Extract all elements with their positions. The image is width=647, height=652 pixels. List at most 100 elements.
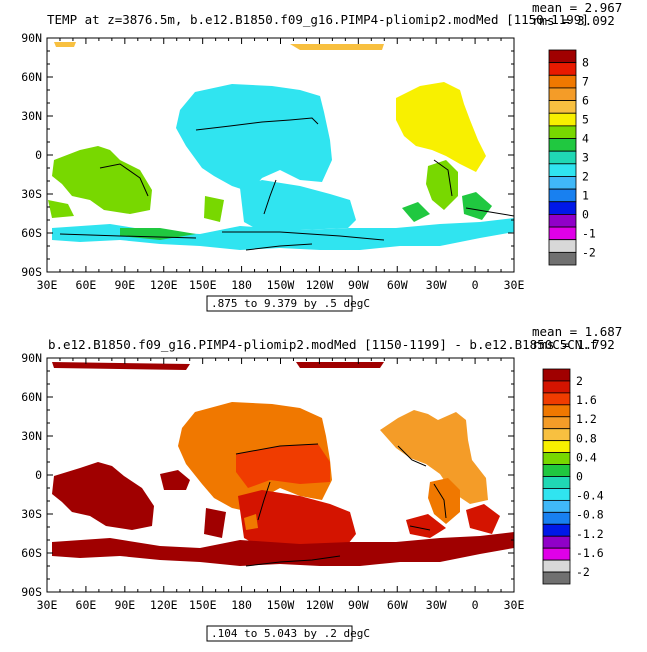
p1-south-atlantic-3 (402, 202, 430, 222)
p1-south-atlantic-2 (462, 192, 492, 220)
colorbar-label: -0.8 (576, 508, 604, 522)
colorbar-swatch (542, 571, 571, 585)
panel2-colorbar: 2 1.6 1.2 0.8 0.4 0 -0.4 -0.8 -1.2 -1.6 -2 (542, 368, 604, 585)
p1-region-south-pacific (240, 180, 356, 232)
colorbar-label: -2 (582, 245, 596, 259)
x-tick-label: 90W (348, 598, 369, 612)
p2-arctic-2 (296, 362, 384, 368)
colorbar-label: 0 (582, 207, 589, 221)
p2-contour-1 (235, 443, 319, 455)
colorbar-swatch (548, 49, 577, 64)
colorbar-swatch (542, 440, 571, 454)
p2-region-southern-ocean (52, 532, 514, 566)
colorbar-label: 7 (582, 75, 589, 89)
colorbar-label: 3 (582, 151, 589, 165)
p2-indian-3 (204, 508, 226, 538)
p1-contour-2 (99, 163, 149, 197)
panel-difference: b.e12.B1850.f09_g16.PIMP4-pliomip2.modMe… (21, 324, 622, 642)
p1-region-indian (52, 146, 152, 214)
y-tick-label: 30S (21, 507, 42, 521)
panel1-title: TEMP at z=3876.5m, b.e12.B1850.f09_g16.P… (47, 12, 589, 27)
x-tick-label: 180 (231, 598, 252, 612)
x-tick-label: 150W (267, 278, 295, 292)
panel1-range: .875 to 9.379 by .5 degC (211, 297, 370, 310)
panel2-map (52, 362, 514, 567)
colorbar-label: 6 (582, 94, 589, 108)
colorbar-label: 0.4 (576, 450, 597, 464)
p2-region-indian (52, 462, 154, 530)
y-tick-label: 60N (21, 70, 42, 84)
p2-south-pacific-orange (244, 514, 258, 530)
p1-contour-5 (59, 233, 197, 239)
y-tick-label: 90S (21, 265, 42, 279)
y-tick-label: 0 (35, 148, 42, 162)
colorbar-swatch (542, 380, 571, 394)
x-tick-label: 0 (472, 598, 479, 612)
colorbar-swatch (542, 547, 571, 561)
y-tick-label: 0 (35, 468, 42, 482)
colorbar-swatch (548, 201, 577, 215)
colorbar-swatch (548, 62, 577, 76)
x-tick-label: 30E (504, 278, 525, 292)
colorbar-swatch (542, 464, 571, 477)
p2-indian-2 (160, 470, 190, 490)
colorbar-swatch (542, 404, 571, 418)
panel2-mean: mean = 1.687 (532, 324, 622, 339)
y-tick-label: 60S (21, 546, 42, 560)
colorbar-label: 2 (582, 169, 589, 183)
colorbar-swatch (542, 499, 571, 513)
x-tick-label: 120W (306, 278, 334, 292)
p2-contour-6 (409, 525, 431, 531)
colorbar-swatch (548, 251, 577, 266)
p2-south-atlantic-red (406, 514, 446, 538)
x-tick-label: 120E (150, 278, 178, 292)
x-tick-label: 120W (306, 598, 334, 612)
p1-contour-8 (465, 207, 515, 217)
p2-contour-4 (257, 481, 271, 521)
colorbar-swatch (548, 163, 577, 177)
x-tick-label: 150W (267, 598, 295, 612)
colorbar-swatch (548, 239, 577, 253)
p1-arctic (290, 44, 384, 50)
colorbar-swatch (548, 214, 577, 228)
colorbar-label: -1.2 (576, 527, 604, 541)
colorbar-swatch (542, 559, 571, 573)
p2-contour-3 (433, 483, 447, 519)
colorbar-swatch (548, 188, 577, 203)
p1-contour-3 (263, 179, 277, 215)
x-tick-label: 60W (387, 278, 408, 292)
x-tick-label: 90E (114, 278, 135, 292)
colorbar-swatch (542, 488, 571, 501)
x-tick-label: 60W (387, 598, 408, 612)
p1-region-north-pacific (176, 84, 332, 192)
y-tick-label: 30N (21, 109, 42, 123)
y-tick-label: 90S (21, 585, 42, 599)
panel1-mean: mean = 2.967 (532, 0, 622, 15)
x-tick-label: 150E (189, 278, 217, 292)
colorbar-swatch (542, 368, 571, 382)
colorbar-swatch (548, 87, 577, 101)
colorbar-swatch (542, 452, 571, 465)
p1-indian-3 (204, 196, 224, 222)
x-tick-label: 30E (504, 598, 525, 612)
colorbar-swatch (542, 476, 571, 489)
p2-contour-5 (245, 555, 341, 567)
y-tick-label: 30N (21, 429, 42, 443)
colorbar-swatch (548, 226, 577, 241)
y-tick-label: 60S (21, 226, 42, 240)
p2-arctic (52, 362, 190, 370)
p2-south-atlantic-red-2 (466, 504, 500, 534)
p1-indian-2 (48, 200, 74, 218)
p1-region-south-atlantic (426, 160, 458, 210)
colorbar-swatch (542, 535, 571, 549)
x-tick-label: 30W (426, 598, 447, 612)
p1-region-north-atlantic (396, 82, 486, 172)
colorbar-label: 1 (582, 188, 589, 202)
panel2-range-box (206, 625, 353, 642)
x-tick-label: 120E (150, 598, 178, 612)
x-tick-label: 30E (37, 598, 58, 612)
y-tick-label: 60N (21, 390, 42, 404)
panel-temp: TEMP at z=3876.5m, b.e12.B1850.f09_g16.P… (21, 0, 622, 312)
colorbar-swatch (548, 125, 577, 139)
